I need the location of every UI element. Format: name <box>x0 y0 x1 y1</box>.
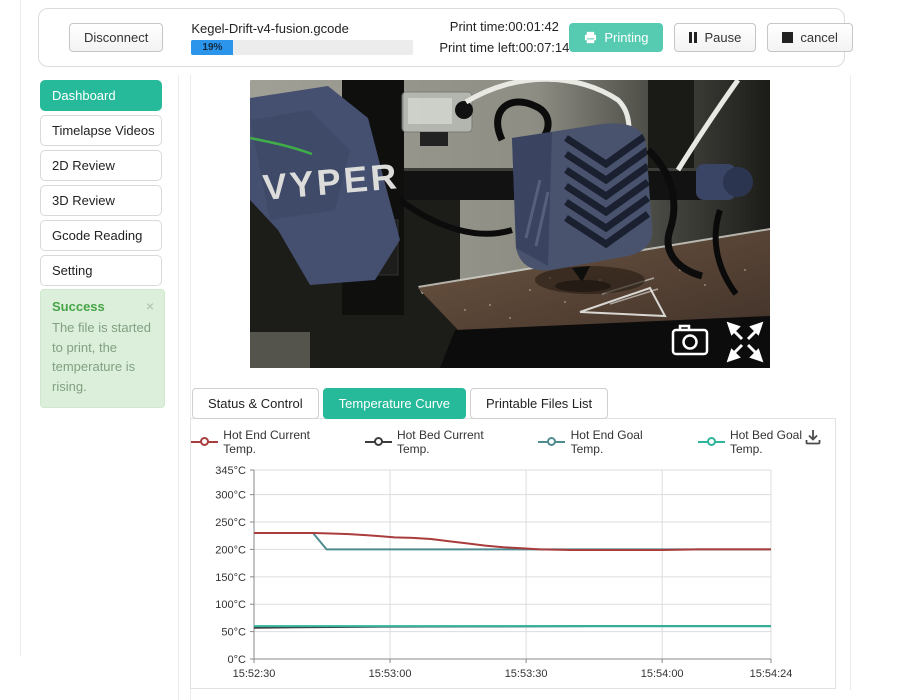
sidebar-item-2d-review[interactable]: 2D Review <box>40 150 162 181</box>
chart-legend: Hot End Current Temp. Hot Bed Current Tem… <box>191 428 835 456</box>
printer-icon <box>585 31 597 44</box>
x-tick-label: 15:54:00 <box>641 668 684 680</box>
legend-label: Hot End Goal Temp. <box>570 428 643 456</box>
temperature-chart: 0°C 50°C 100°C 150°C 200°C 250°C 300°C 345°C 15:… <box>215 465 793 680</box>
x-tick-label: 15:52:30 <box>233 668 276 680</box>
page-left-rule <box>20 0 21 656</box>
print-time-elapsed: Print time:00:01:42 <box>449 19 559 35</box>
tab-status-control[interactable]: Status & Control <box>192 388 319 419</box>
print-progress-percent: 19% <box>202 41 223 53</box>
legend-label: Hot Bed Current Temp. <box>396 428 484 456</box>
print-time-block: Print time:00:01:42 Print time left:00:0… <box>439 17 569 57</box>
stop-icon <box>782 32 794 43</box>
legend-marker-icon <box>191 437 218 447</box>
pause-label: Pause <box>704 30 742 45</box>
x-tick-label: 15:54:24 <box>750 668 793 680</box>
print-progress-bar: 19% <box>191 39 414 55</box>
legend-item[interactable]: Hot Bed Goal Temp. <box>697 428 835 456</box>
dashboard-tabs: Status & Control Temperature Curve Printab… <box>192 388 609 419</box>
webcam-scene: VYPER <box>250 80 770 368</box>
print-status-bar: Disconnect Kegel-Drift-v4-fusion.gcode 1… <box>38 8 853 67</box>
legend-item[interactable]: Hot Bed Current Temp. <box>364 428 517 456</box>
snapshot-camera-icon[interactable] <box>671 324 709 356</box>
y-tick-label: 150°C <box>215 572 246 584</box>
x-tick-label: 15:53:00 <box>369 668 412 680</box>
sidebar-item-setting[interactable]: Setting <box>40 255 162 286</box>
cancel-label: cancel <box>800 30 838 45</box>
legend-marker-icon <box>538 437 566 447</box>
legend-item[interactable]: Hot End Goal Temp. <box>538 428 675 456</box>
sidebar-item-3d-review[interactable]: 3D Review <box>40 185 162 216</box>
series-hot-end-current-temp- <box>254 532 771 551</box>
toast-title: Success <box>52 299 105 314</box>
y-tick-label: 300°C <box>215 490 246 502</box>
success-toast: Success × The file is started to print, … <box>40 289 165 408</box>
y-tick-label: 0°C <box>228 654 247 666</box>
printing-status-button[interactable]: Printing <box>569 23 664 52</box>
sidebar-item-gcode-reading[interactable]: Gcode Reading <box>40 220 162 251</box>
legend-label: Hot Bed Goal Temp. <box>729 428 802 456</box>
x-tick-label: 15:53:30 <box>505 668 548 680</box>
close-icon[interactable]: × <box>145 298 154 314</box>
sidebar-divider <box>178 75 179 700</box>
legend-label: Hot End Current Temp. <box>223 428 311 456</box>
y-tick-label: 345°C <box>215 465 246 477</box>
legend-marker-icon <box>697 437 725 447</box>
tab-temperature-curve[interactable]: Temperature Curve <box>322 388 466 419</box>
toast-message: The file is started to print, the temper… <box>52 320 151 394</box>
print-job-block: Kegel-Drift-v4-fusion.gcode 19% <box>191 20 414 55</box>
pause-button[interactable]: Pause <box>674 23 757 52</box>
sidebar-item-dashboard[interactable]: Dashboard <box>40 80 162 111</box>
y-tick-label: 200°C <box>215 544 246 556</box>
y-tick-label: 250°C <box>215 517 246 529</box>
print-time-left: Print time left:00:07:14 <box>439 39 570 55</box>
sidebar-item-timelapse-videos[interactable]: Timelapse Videos <box>40 115 162 146</box>
temperature-curve-panel: Hot End Current Temp. Hot Bed Current Tem… <box>190 418 836 689</box>
content-left-border <box>190 75 191 700</box>
disconnect-button[interactable]: Disconnect <box>69 23 164 52</box>
y-tick-label: 50°C <box>221 627 246 639</box>
printing-label: Printing <box>604 30 649 45</box>
sidebar-nav: Dashboard Timelapse Videos 2D Review 3D Rev… <box>40 80 162 286</box>
legend-item[interactable]: Hot End Current Temp. <box>191 428 343 456</box>
cancel-button[interactable]: cancel <box>767 23 853 52</box>
gcode-filename: Kegel-Drift-v4-fusion.gcode <box>191 20 349 36</box>
download-chart-icon[interactable] <box>804 428 822 446</box>
webcam-stream: VYPER <box>250 80 770 368</box>
tab-printable-files-list[interactable]: Printable Files List <box>469 388 609 419</box>
content-right-border <box>850 75 851 690</box>
legend-marker-icon <box>364 437 392 447</box>
print-progress-fill: 19% <box>191 39 234 55</box>
pause-icon <box>689 32 698 43</box>
fullscreen-icon[interactable] <box>726 321 764 363</box>
y-tick-label: 100°C <box>215 599 246 611</box>
